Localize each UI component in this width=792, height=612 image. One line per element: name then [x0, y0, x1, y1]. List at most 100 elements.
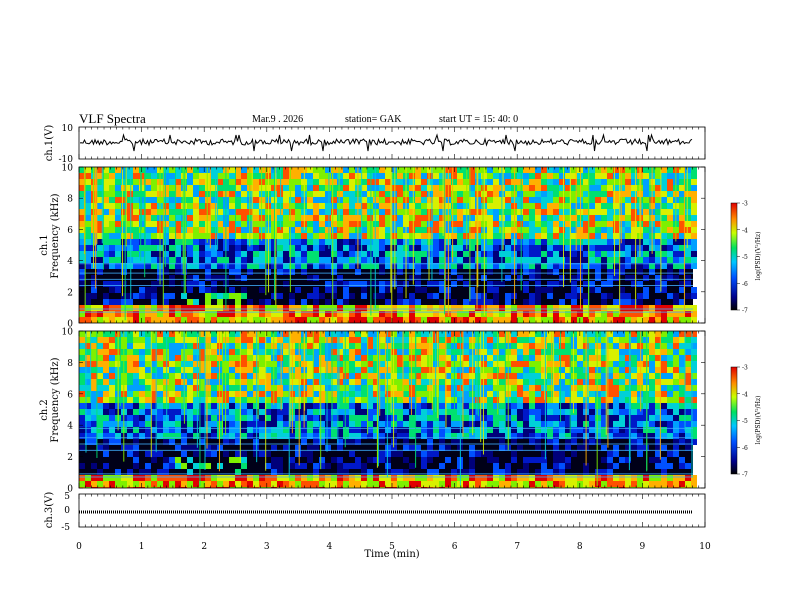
spectrogram-cell: [565, 179, 571, 185]
spectrogram-cell: [121, 191, 127, 197]
spectrogram-cell: [337, 233, 343, 239]
spectrogram-cell: [229, 185, 235, 191]
spectrogram-cell: [589, 421, 595, 427]
spectrogram-cell: [463, 373, 469, 379]
spectrogram-cell: [127, 415, 133, 421]
spectrogram-cell: [361, 379, 367, 385]
spectrogram-cell: [79, 305, 85, 311]
spectrogram-cell: [493, 409, 499, 415]
spectrogram-cell: [541, 403, 547, 409]
spectrogram-cell: [139, 305, 145, 311]
spectrogram-cell: [121, 167, 127, 173]
spectrogram-cell: [313, 167, 319, 173]
spectrogram-cell: [433, 245, 439, 251]
spectrogram-cell: [505, 275, 511, 281]
spectrogram-cell: [547, 421, 553, 427]
spectrogram-cell: [475, 293, 481, 299]
spectrogram-cell: [181, 487, 187, 488]
spectrogram-cell: [133, 227, 139, 233]
spectrogram-cell: [625, 433, 631, 439]
spectrogram-cell: [691, 209, 697, 215]
spectrogram-cell: [121, 317, 127, 323]
spectrogram-cell: [85, 245, 91, 251]
spectrogram-cell: [175, 215, 181, 221]
spectrogram-cell: [397, 397, 403, 403]
spectrogram-cell: [493, 311, 499, 317]
spectrogram-cell: [511, 361, 517, 367]
spectrogram-cell: [385, 221, 391, 227]
spectrogram-cell: [253, 451, 259, 457]
spectrogram-cell: [283, 179, 289, 185]
spectrogram-cell: [385, 173, 391, 179]
spectrogram-cell: [325, 349, 331, 355]
spectrogram-cell: [415, 379, 421, 385]
spectrogram-cell: [379, 433, 385, 439]
spectrogram-cell: [673, 445, 679, 451]
spectrogram-cell: [619, 433, 625, 439]
spectrogram-cell: [367, 421, 373, 427]
spectrogram-cell: [337, 179, 343, 185]
spectrogram-cell: [661, 263, 667, 269]
spectrogram-cell: [463, 317, 469, 323]
spectrogram-cell: [145, 233, 151, 239]
spectrogram-cell: [547, 239, 553, 245]
spectrogram-cell: [193, 173, 199, 179]
spectrogram-cell: [169, 331, 175, 337]
spectrogram-cell: [547, 317, 553, 323]
spectrogram-cell: [685, 397, 691, 403]
spectrogram-cell: [571, 403, 577, 409]
spectrogram-cell: [103, 185, 109, 191]
spectrogram-cell: [493, 343, 499, 349]
spectrogram-cell: [559, 391, 565, 397]
spectrogram-cell: [625, 373, 631, 379]
spectrogram-cell: [259, 391, 265, 397]
spectrogram-cell: [289, 433, 295, 439]
spectrogram-cell: [85, 203, 91, 209]
spectrogram-cell: [481, 317, 487, 323]
spectrogram-cell: [337, 263, 343, 269]
spectrogram-cell: [673, 317, 679, 323]
spectrogram-cell: [229, 167, 235, 173]
spectrogram-cell: [475, 305, 481, 311]
spectrogram-cell: [187, 299, 193, 305]
spectrogram-cell: [685, 427, 691, 433]
spectrogram-cell: [529, 179, 535, 185]
spectrogram-cell: [673, 337, 679, 343]
spectrogram-cell: [565, 215, 571, 221]
spectrogram-cell: [109, 373, 115, 379]
spectrogram-cell: [661, 337, 667, 343]
spectrogram-cell: [427, 409, 433, 415]
spectrogram-cell: [151, 185, 157, 191]
spectrogram-cell: [601, 367, 607, 373]
spectrogram-cell: [421, 457, 427, 463]
spectrogram-cell: [397, 203, 403, 209]
spectrogram-cell: [85, 481, 91, 487]
spectrogram-cell: [565, 343, 571, 349]
spectrogram-cell: [511, 433, 517, 439]
spectrogram-cell: [481, 487, 487, 488]
spectrogram-cell: [685, 361, 691, 367]
spectrogram-cell: [595, 173, 601, 179]
spectrogram-cell: [205, 331, 211, 337]
spectrogram-cell: [283, 245, 289, 251]
spectrogram-cell: [235, 293, 241, 299]
spectrogram-cell: [367, 475, 373, 481]
spectrogram-cell: [145, 343, 151, 349]
spectrogram-cell: [553, 257, 559, 263]
spectrogram-cell: [379, 427, 385, 433]
spectrogram-cell: [133, 293, 139, 299]
spectrogram-cell: [391, 191, 397, 197]
spectrogram-cell: [349, 355, 355, 361]
spectrogram-cell: [349, 239, 355, 245]
spectrogram-cell: [619, 215, 625, 221]
spectrogram-cell: [433, 191, 439, 197]
spectrogram-cell: [427, 179, 433, 185]
spectrogram-cell: [253, 367, 259, 373]
spectrogram-cell: [481, 337, 487, 343]
spectrogram-cell: [619, 415, 625, 421]
spectrogram-cell: [337, 475, 343, 481]
spectrogram-cell: [91, 397, 97, 403]
spectrogram-cell: [325, 221, 331, 227]
spectrogram-cell: [265, 251, 271, 257]
